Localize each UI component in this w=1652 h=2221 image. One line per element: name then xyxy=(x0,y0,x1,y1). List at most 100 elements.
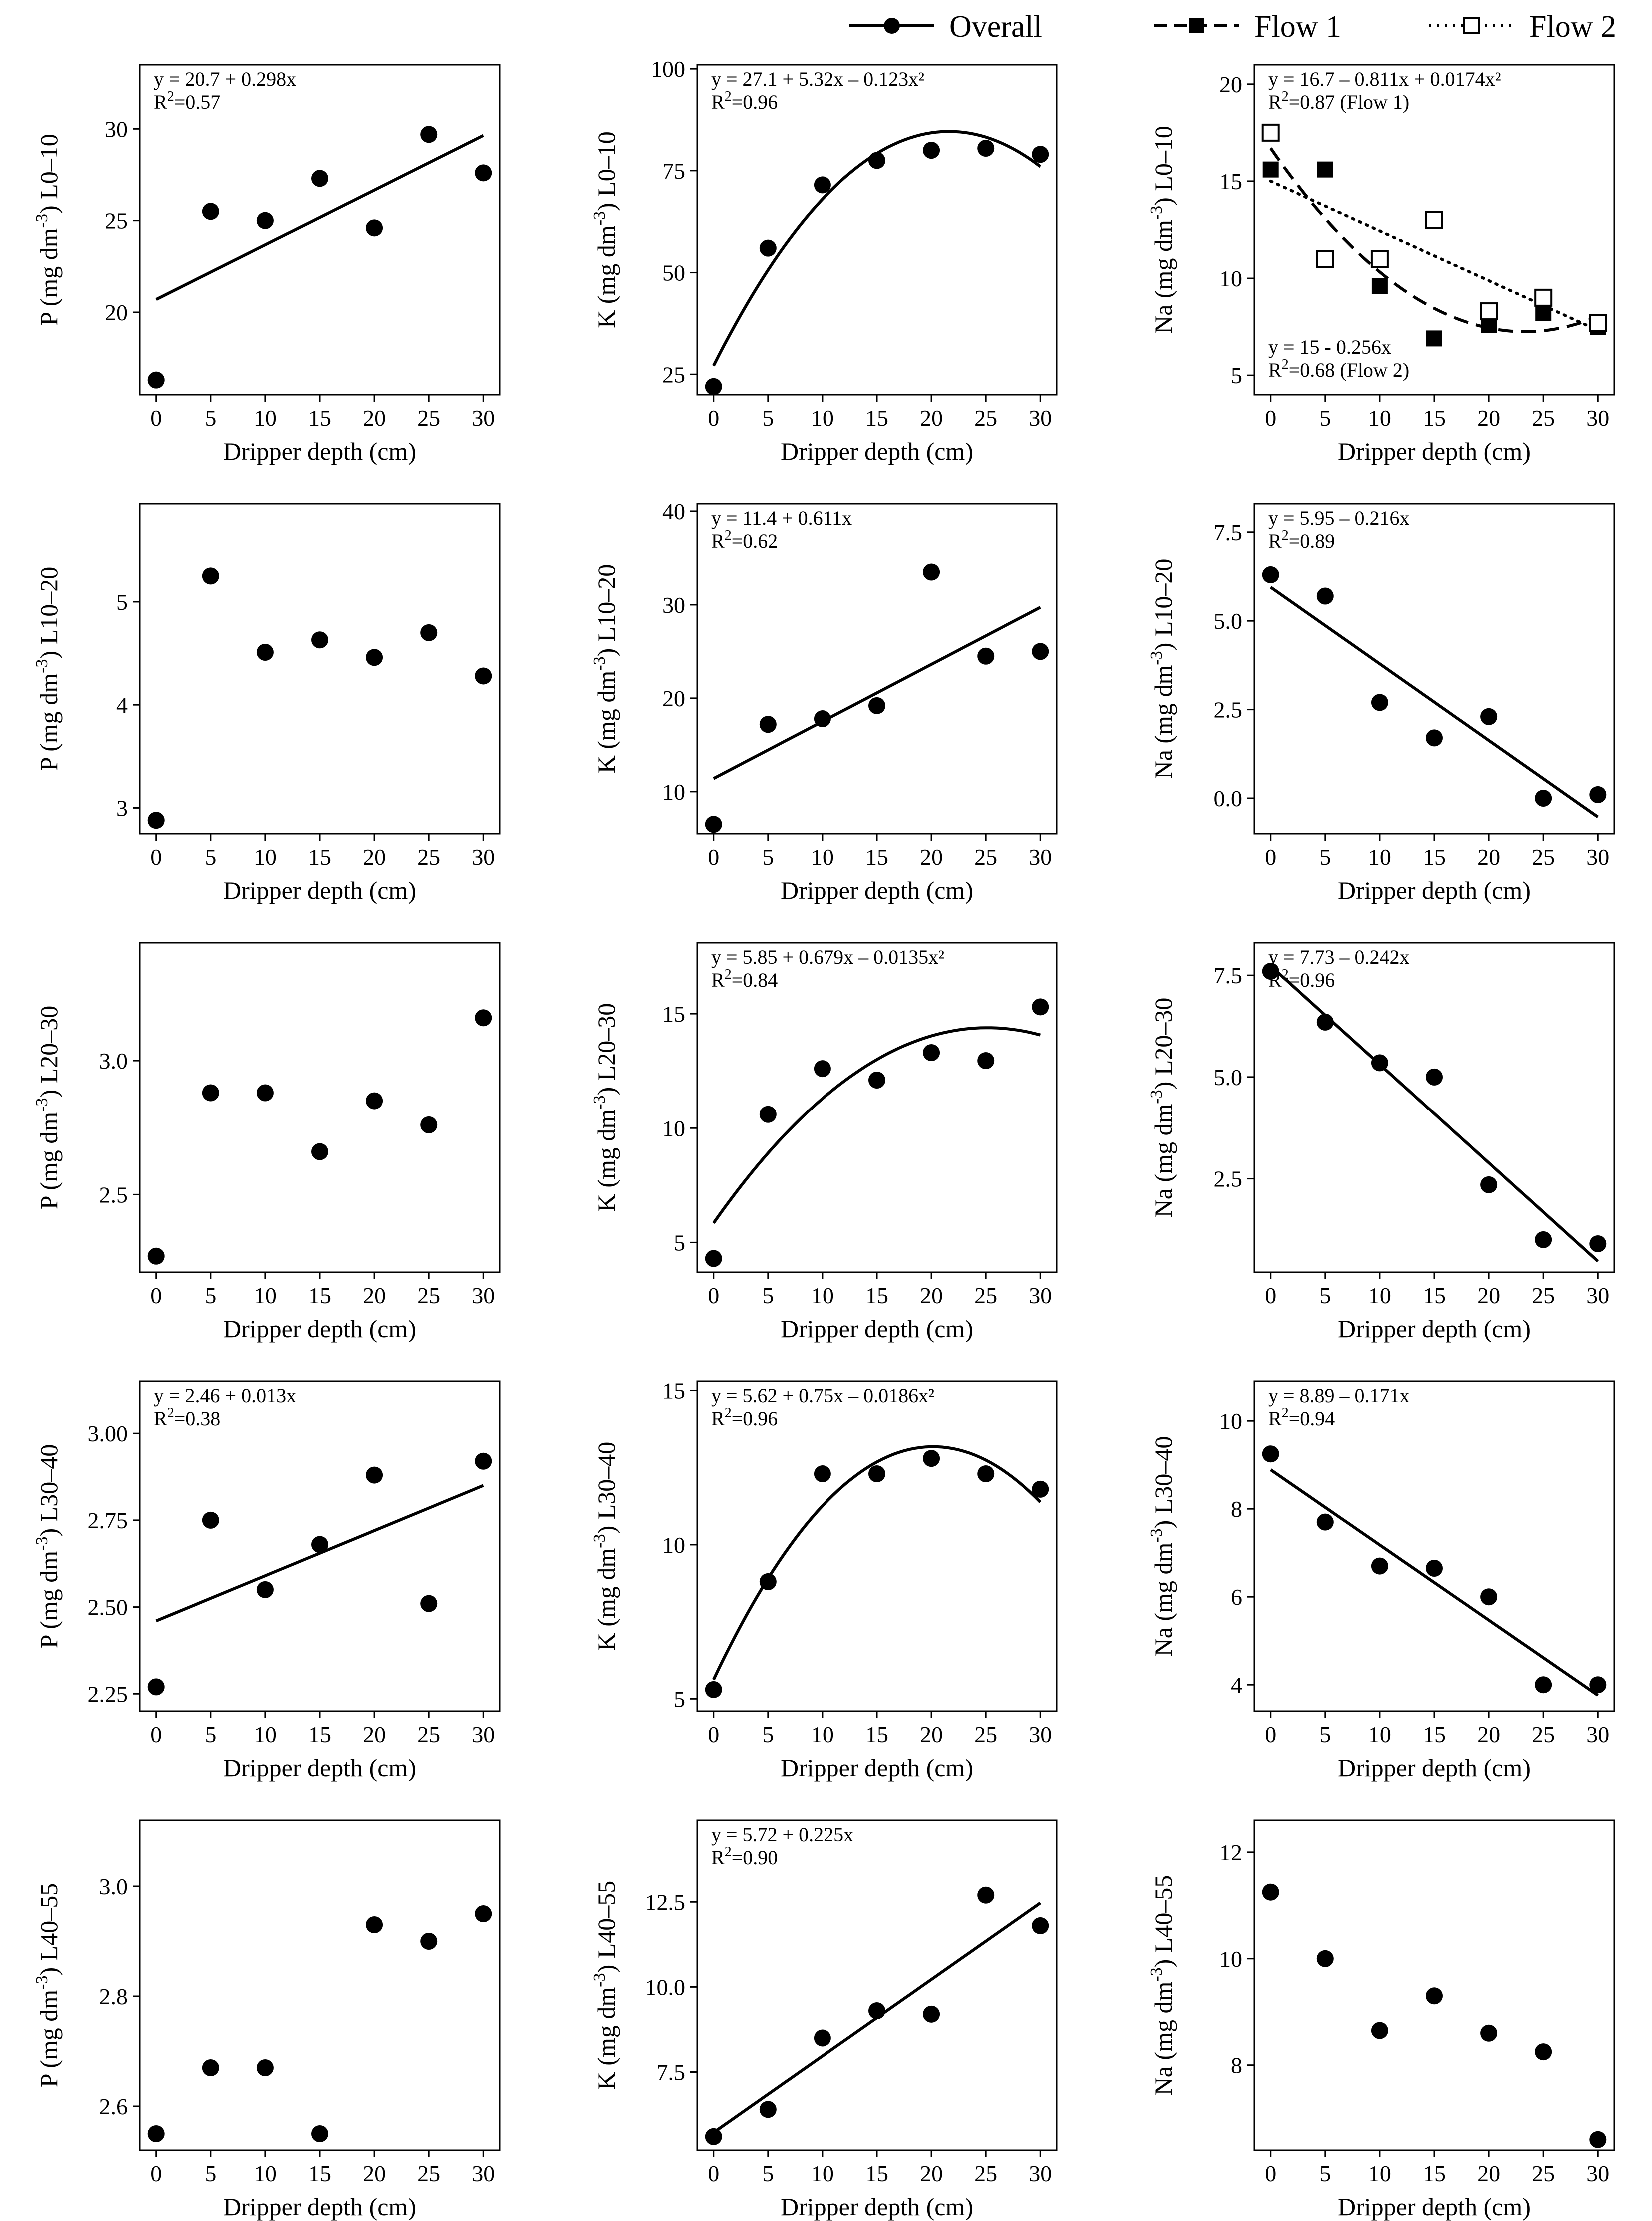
r-squared-value: =0.84 xyxy=(732,969,778,991)
x-axis-label: Dripper depth (cm) xyxy=(1338,1315,1531,1343)
y-axis-label-unit: ) L40–55 xyxy=(1149,1875,1177,1968)
x-tick-label: 5 xyxy=(1319,2161,1331,2186)
data-point-overall xyxy=(475,1905,492,1922)
y-tick-label: 10 xyxy=(662,1115,685,1141)
plot-frame xyxy=(696,503,1058,835)
y-axis-label-unit: ) L10–20 xyxy=(35,567,63,659)
r-squared-symbol: R xyxy=(711,91,725,113)
y-axis-label: K (mg dm-3) L0–10 xyxy=(590,131,620,328)
x-tick-label: 10 xyxy=(1368,2161,1391,2186)
x-tick-label: 5 xyxy=(1319,405,1331,431)
data-point-overall xyxy=(311,1143,328,1160)
y-axis-label-sup: -3 xyxy=(590,656,609,670)
y-tick-label: 10.0 xyxy=(645,1974,686,2000)
data-point-overall xyxy=(1316,1013,1334,1031)
legend-marker xyxy=(1463,17,1480,34)
y-tick-label: 10 xyxy=(1219,1946,1242,1972)
x-tick-label: 30 xyxy=(1586,844,1609,870)
data-point-overall xyxy=(1589,1676,1607,1694)
data-point-overall xyxy=(1371,1557,1388,1575)
y-axis-label: Na (mg dm-3) L20–30 xyxy=(1147,998,1177,1218)
y-tick-label: 100 xyxy=(651,56,685,82)
r-squared-symbol: R xyxy=(154,1407,167,1430)
y-tick-label: 50 xyxy=(662,260,685,286)
y-axis-label: Na (mg dm-3) L40–55 xyxy=(1147,1875,1177,2096)
legend-marker xyxy=(884,18,900,34)
x-tick-label: 20 xyxy=(920,405,943,431)
data-point-flow-2 xyxy=(1534,288,1553,307)
x-axis-label: Dripper depth (cm) xyxy=(1338,2193,1531,2221)
x-tick-label: 20 xyxy=(363,2161,386,2186)
y-tick-label: 7.5 xyxy=(1214,963,1243,988)
y-tick-label: 2.6 xyxy=(99,2094,128,2119)
data-point-overall xyxy=(1316,1950,1334,1967)
x-axis-label: Dripper depth (cm) xyxy=(223,437,416,465)
x-axis-label: Dripper depth (cm) xyxy=(781,1754,973,1782)
x-tick-label: 15 xyxy=(308,1283,331,1308)
y-tick-label: 7.5 xyxy=(1214,520,1243,545)
x-tick-label: 25 xyxy=(1532,2161,1555,2186)
r-squared-text: R2=0.87 (Flow 1) xyxy=(1268,89,1409,113)
x-tick-label: 10 xyxy=(1368,844,1391,870)
y-tick-label: 2.5 xyxy=(1214,1166,1243,1192)
y-axis-label-sup: -3 xyxy=(33,1098,51,1111)
plot-frame xyxy=(1253,942,1615,1273)
y-tick-label: 10 xyxy=(662,779,685,805)
data-point-overall xyxy=(1535,2043,1552,2061)
y-axis-label-sup: -3 xyxy=(1147,1090,1166,1104)
y-tick-label: 40 xyxy=(662,499,685,524)
y-axis-label-main: K (mg dm xyxy=(592,1987,620,2090)
y-tick-label: 15 xyxy=(1219,169,1242,194)
x-tick-label: 0 xyxy=(150,405,162,431)
y-axis-label: P (mg dm-3) L10–20 xyxy=(33,567,63,771)
legend-entry-flow-2: Flow 2 xyxy=(1429,10,1616,44)
r-squared-sup: 2 xyxy=(167,89,174,104)
x-tick-label: 10 xyxy=(254,1722,277,1747)
y-tick-label: 3 xyxy=(116,795,128,821)
data-point-overall xyxy=(705,1681,722,1698)
data-point-flow-1 xyxy=(1317,161,1333,178)
data-point-overall xyxy=(202,203,219,220)
x-tick-label: 30 xyxy=(1029,1283,1052,1308)
legend-entry-flow-1: Flow 1 xyxy=(1154,10,1341,44)
x-tick-label: 20 xyxy=(920,1722,943,1747)
data-point-overall xyxy=(1032,1917,1049,1934)
x-tick-label: 10 xyxy=(254,1283,277,1308)
y-tick-label: 5.0 xyxy=(1214,1065,1243,1090)
y-axis-label: P (mg dm-3) L20–30 xyxy=(33,1006,63,1209)
panel-p-l20-30: 0 5 10 15 20 25 30 2.5 3.0 Dripper depth (cm) P (m… xyxy=(33,942,501,1343)
r-squared-text: R2=0.94 xyxy=(1268,1405,1335,1430)
x-tick-label: 15 xyxy=(865,405,888,431)
panel-na-l10-20: 0 5 10 15 20 25 30 0.0 2.5 5.0 7.5 Dripper depth (c… xyxy=(1147,503,1615,904)
x-tick-label: 0 xyxy=(1265,405,1276,431)
y-axis-label-unit: ) L30–40 xyxy=(592,1442,620,1534)
y-axis-label-sup: -3 xyxy=(590,1973,609,1987)
data-point-overall xyxy=(977,1886,995,1904)
data-point-overall xyxy=(759,716,777,733)
x-tick-label: 25 xyxy=(1532,405,1555,431)
plot-frame xyxy=(696,1819,1058,2151)
r-squared-value: =0.96 xyxy=(1289,969,1335,991)
data-point-overall xyxy=(705,2128,722,2145)
r-squared-symbol: R xyxy=(1268,91,1282,113)
data-point-overall xyxy=(705,816,722,833)
r-squared-value: =0.96 xyxy=(732,91,778,113)
y-tick-label: 4 xyxy=(116,692,128,718)
x-tick-label: 30 xyxy=(472,405,495,431)
y-axis-label-main: K (mg dm xyxy=(592,1110,620,1212)
r-squared-symbol: R xyxy=(1268,1407,1282,1430)
data-point-flow-1 xyxy=(1262,161,1279,178)
panel-na-l30-40: 0 5 10 15 20 25 30 4 6 8 10 Dripper depth (cm) Na (m… xyxy=(1147,1380,1615,1782)
r-squared-text: R2=0.38 xyxy=(154,1405,220,1430)
panel-k-l40-55: 0 5 10 15 20 25 30 7.5 10.0 12.5 Dripper depth (cm… xyxy=(590,1819,1058,2221)
x-tick-label: 0 xyxy=(1265,844,1276,870)
plot-frame xyxy=(139,503,501,835)
x-tick-label: 30 xyxy=(1586,1283,1609,1308)
data-point-overall xyxy=(202,2059,219,2076)
x-tick-label: 20 xyxy=(1477,2161,1500,2186)
data-point-overall xyxy=(1316,587,1334,605)
data-point-overall xyxy=(705,1250,722,1267)
data-point-overall xyxy=(1535,1676,1552,1694)
y-axis-label-unit: ) L20–30 xyxy=(35,1006,63,1098)
x-tick-label: 20 xyxy=(920,1283,943,1308)
